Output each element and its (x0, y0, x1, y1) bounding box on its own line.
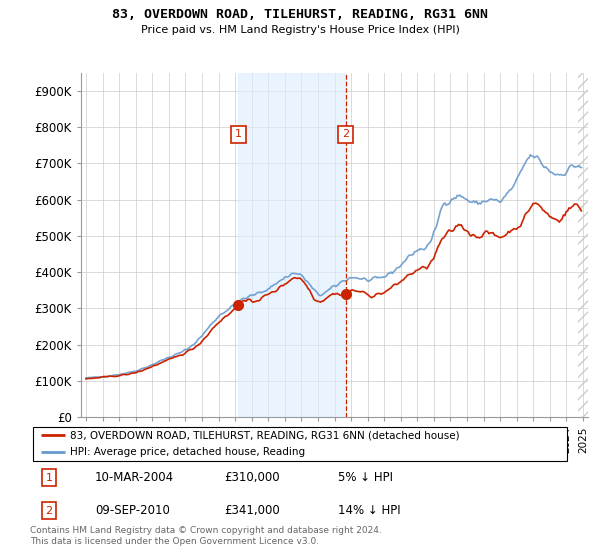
FancyBboxPatch shape (33, 427, 568, 460)
Text: HPI: Average price, detached house, Reading: HPI: Average price, detached house, Read… (71, 447, 305, 457)
Text: Contains HM Land Registry data © Crown copyright and database right 2024.
This d: Contains HM Land Registry data © Crown c… (30, 526, 382, 546)
Text: 2: 2 (46, 506, 52, 516)
Text: 1: 1 (235, 129, 242, 139)
Text: Price paid vs. HM Land Registry's House Price Index (HPI): Price paid vs. HM Land Registry's House … (140, 25, 460, 35)
Bar (578, 73, 588, 417)
Text: 5% ↓ HPI: 5% ↓ HPI (338, 471, 393, 484)
Text: 83, OVERDOWN ROAD, TILEHURST, READING, RG31 6NN (detached house): 83, OVERDOWN ROAD, TILEHURST, READING, R… (71, 431, 460, 440)
Text: £341,000: £341,000 (224, 504, 280, 517)
Text: 83, OVERDOWN ROAD, TILEHURST, READING, RG31 6NN: 83, OVERDOWN ROAD, TILEHURST, READING, R… (112, 8, 488, 21)
Text: 2: 2 (343, 129, 349, 139)
Text: 09-SEP-2010: 09-SEP-2010 (95, 504, 170, 517)
Text: 10-MAR-2004: 10-MAR-2004 (95, 471, 174, 484)
Text: 14% ↓ HPI: 14% ↓ HPI (338, 504, 400, 517)
Text: £310,000: £310,000 (224, 471, 280, 484)
Bar (238, 73, 346, 417)
Text: 1: 1 (46, 473, 52, 483)
